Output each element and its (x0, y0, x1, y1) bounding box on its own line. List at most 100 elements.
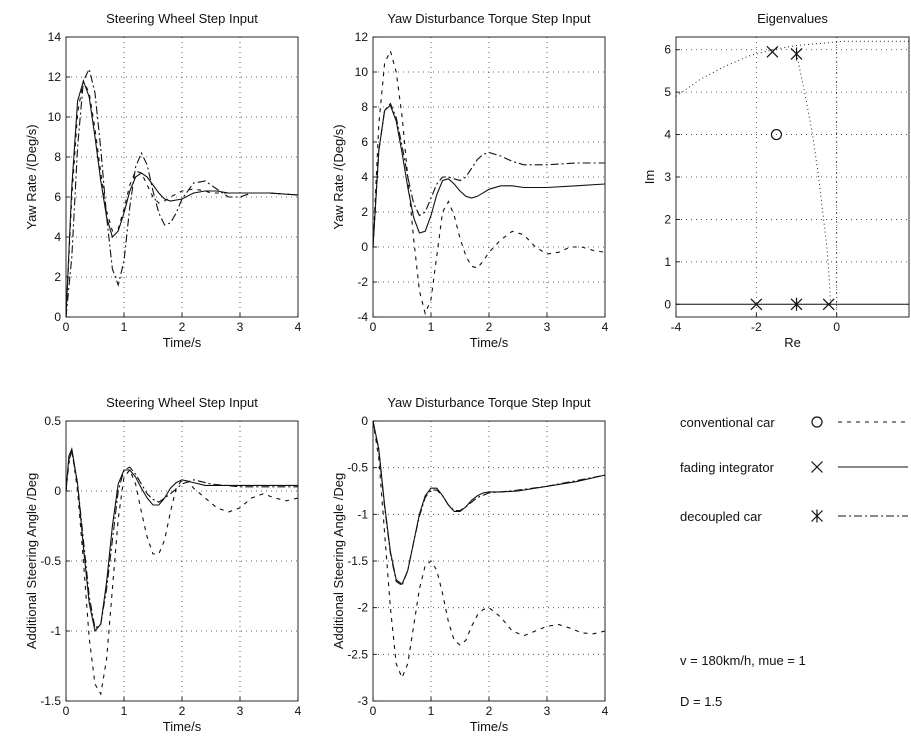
series-line-3 (372, 102, 605, 248)
x-tick-label: 2 (179, 704, 186, 718)
x-tick-label: 4 (602, 704, 609, 718)
y-tick-label: -2 (357, 601, 368, 615)
y-tick-label: 0 (54, 484, 61, 498)
x-tick-label: 0 (63, 704, 70, 718)
x-tick-label: 4 (602, 320, 609, 334)
chart-title: Steering Wheel Step Input (106, 11, 258, 26)
legend-marker-star (811, 509, 823, 523)
y-tick-label: 14 (48, 30, 62, 44)
series-line-2 (372, 104, 606, 248)
x-tick-label: 3 (237, 320, 244, 334)
x-tick-label: 2 (179, 320, 186, 334)
y-tick-label: 8 (361, 100, 368, 114)
chart-p5: 0 1 2 3 4 -3 -2.5 -2 -1.5 -1 -0.5 0 Yaw Disturbance … (331, 395, 609, 734)
y-axis-label: Additional Steering Angle /Deg (24, 473, 39, 649)
y-tick-label: 4 (664, 128, 671, 142)
chart-p4: 0 1 2 3 4 -1.5 -1 -0.5 0 0.5 Steering Wheel Step I… (24, 395, 302, 734)
y-axis-label: Yaw Rate /(Deg/s) (331, 124, 346, 229)
x-tick-label: 2 (486, 704, 493, 718)
eigenvalue-point (750, 298, 763, 311)
x-axis-label: Time/s (470, 719, 509, 734)
y-tick-label: 3 (664, 170, 671, 184)
x-tick-label: 4 (295, 320, 302, 334)
y-tick-label: 0.5 (44, 414, 61, 428)
series-line-1 (372, 49, 606, 316)
y-tick-label: 0 (361, 414, 368, 428)
root-locus-2 (796, 53, 832, 305)
y-tick-label: 0 (54, 310, 61, 324)
y-tick-label: 6 (664, 43, 671, 57)
x-tick-label: 0 (833, 320, 840, 334)
x-tick-label: 1 (428, 320, 435, 334)
y-tick-label: -1.5 (347, 554, 368, 568)
axes-frame (675, 36, 910, 318)
y-axis-label: Im (642, 170, 657, 184)
legend-label: conventional car (680, 415, 775, 430)
eigenvalue-point (770, 128, 783, 141)
root-locus-1 (675, 40, 909, 97)
y-tick-label: 8 (54, 150, 61, 164)
y-axis-label: Additional Steering Angle /Deg (331, 473, 346, 649)
x-axis-label: Time/s (163, 335, 202, 350)
y-tick-label: -3 (357, 694, 368, 708)
param-damping: D = 1.5 (680, 694, 722, 709)
y-tick-label: 0 (664, 297, 671, 311)
param-speed-friction: v = 180km/h, mue = 1 (680, 653, 806, 668)
y-tick-label: 2 (361, 205, 368, 219)
y-tick-label: 5 (664, 85, 671, 99)
x-tick-label: 0 (370, 704, 377, 718)
y-tick-label: -1 (357, 507, 368, 521)
x-tick-label: 1 (121, 704, 128, 718)
y-tick-label: 1 (664, 255, 671, 269)
x-tick-label: -2 (751, 320, 762, 334)
chart-title: Yaw Disturbance Torque Step Input (387, 11, 591, 26)
legend-label: decoupled car (680, 509, 762, 524)
y-tick-label: -0.5 (40, 554, 61, 568)
y-tick-label: -1 (50, 624, 61, 638)
x-tick-label: 0 (63, 320, 70, 334)
y-tick-label: 2 (664, 212, 671, 226)
series-line-2 (372, 420, 606, 586)
x-tick-label: 4 (295, 704, 302, 718)
series-line-1 (65, 448, 299, 696)
series-line-1 (372, 420, 606, 680)
legend: conventional car fading integrator decoupl… (680, 415, 908, 524)
series-line-2 (65, 79, 299, 318)
x-tick-label: 2 (486, 320, 493, 334)
y-tick-label: -2 (357, 275, 368, 289)
chart-title: Steering Wheel Step Input (106, 395, 258, 410)
x-axis-label: Time/s (163, 719, 202, 734)
series-line-3 (372, 420, 606, 587)
x-axis-label: Time/s (470, 335, 509, 350)
y-tick-label: 6 (54, 190, 61, 204)
y-tick-label: 12 (48, 70, 62, 84)
y-tick-label: -0.5 (347, 461, 368, 475)
y-tick-label: 0 (361, 240, 368, 254)
legend-label: fading integrator (680, 460, 775, 475)
eigenvalue-point (766, 45, 779, 58)
y-tick-label: 10 (48, 110, 62, 124)
x-tick-label: 3 (544, 704, 551, 718)
chart-p3: -4 -2 0 0 1 2 3 4 5 6 Eigenvalues Re Im (642, 11, 910, 350)
y-tick-label: 4 (54, 230, 61, 244)
x-tick-label: 3 (237, 704, 244, 718)
x-tick-label: 0 (370, 320, 377, 334)
y-tick-label: 4 (361, 170, 368, 184)
eigenvalue-point (822, 298, 835, 311)
x-axis-label: Re (784, 335, 801, 350)
x-tick-label: 1 (428, 704, 435, 718)
y-tick-label: -1.5 (40, 694, 61, 708)
y-tick-label: 2 (54, 270, 61, 284)
eigenvalue-point (790, 47, 803, 61)
y-tick-label: -4 (357, 310, 368, 324)
y-tick-label: -2.5 (347, 647, 368, 661)
eigenvalue-point (790, 297, 803, 311)
x-tick-label: 3 (544, 320, 551, 334)
chart-title: Eigenvalues (757, 11, 828, 26)
y-tick-label: 12 (355, 30, 369, 44)
legend-marker-circle (811, 416, 823, 428)
y-tick-label: 10 (355, 65, 369, 79)
y-tick-label: 6 (361, 135, 368, 149)
